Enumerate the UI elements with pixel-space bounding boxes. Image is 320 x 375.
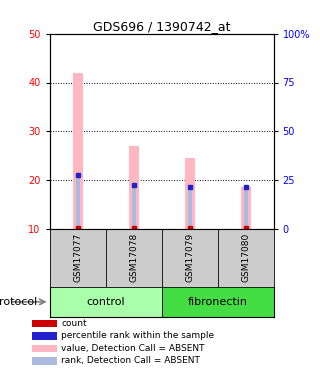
Bar [185,158,195,229]
Bar [50,287,162,317]
Text: value, Detection Call = ABSENT: value, Detection Call = ABSENT [61,344,204,353]
Bar [32,345,57,352]
Title: GDS696 / 1390742_at: GDS696 / 1390742_at [93,20,230,33]
Text: GSM17077: GSM17077 [73,233,82,282]
Bar [73,73,83,229]
Text: GSM17080: GSM17080 [241,233,250,282]
Bar [241,188,251,229]
Text: rank, Detection Call = ABSENT: rank, Detection Call = ABSENT [61,356,200,365]
Bar [129,146,139,229]
Text: protocol: protocol [0,297,37,307]
Text: percentile rank within the sample: percentile rank within the sample [61,332,214,340]
Text: control: control [86,297,125,307]
Text: count: count [61,319,87,328]
Bar [162,287,274,317]
Bar [132,185,136,229]
Bar [188,188,192,229]
Bar [244,188,248,229]
Bar [32,357,57,365]
Text: GSM17079: GSM17079 [185,233,194,282]
Bar [32,332,57,340]
Text: GSM17078: GSM17078 [129,233,138,282]
Bar [32,320,57,327]
Text: fibronectin: fibronectin [188,297,248,307]
Bar [76,175,80,229]
